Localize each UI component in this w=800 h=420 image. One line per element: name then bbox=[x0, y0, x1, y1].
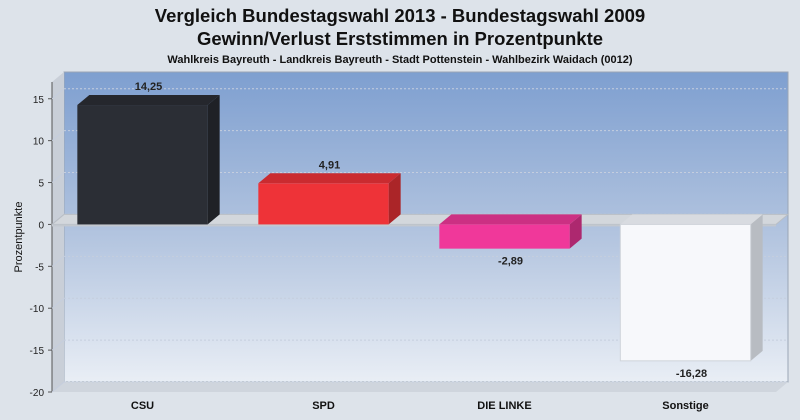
data-label: -2,89 bbox=[498, 256, 523, 268]
x-tick-label: DIE LINKE bbox=[477, 400, 531, 412]
data-label: 14,25 bbox=[135, 81, 163, 93]
data-label: -16,28 bbox=[676, 368, 707, 380]
y-tick-label: -20 bbox=[30, 388, 45, 399]
bar-top bbox=[439, 214, 582, 225]
y-tick-label: -5 bbox=[35, 262, 44, 273]
chart-title: Vergleich Bundestagswahl 2013 - Bundesta… bbox=[154, 5, 646, 26]
y-tick-label: 0 bbox=[38, 220, 44, 231]
bar-spd bbox=[258, 183, 389, 225]
x-tick-label: CSU bbox=[131, 400, 154, 412]
bar-die-linke bbox=[439, 224, 570, 249]
y-axis-label: Prozentpunkte bbox=[13, 202, 25, 273]
gridline-side bbox=[51, 88, 65, 100]
bar-csu bbox=[77, 105, 208, 225]
y-tick-label: 15 bbox=[33, 95, 45, 106]
chart-subtitle-line: Gewinn/Verlust Erststimmen in Prozentpun… bbox=[196, 28, 604, 49]
y-tick-label: 10 bbox=[33, 137, 45, 148]
zero-plane-edge bbox=[52, 224, 776, 227]
bar-side bbox=[207, 95, 220, 225]
y-tick-label: 5 bbox=[38, 179, 44, 190]
bar-top bbox=[77, 95, 220, 106]
plot-side-wall bbox=[52, 72, 64, 392]
gridline-side bbox=[51, 172, 65, 183]
y-tick-label: -15 bbox=[30, 346, 45, 357]
x-tick-label: Sonstige bbox=[662, 400, 708, 412]
x-tick-label: SPD bbox=[312, 400, 335, 412]
y-tick-label: -10 bbox=[30, 304, 45, 315]
bar-sonstige bbox=[619, 223, 752, 362]
gridline-side bbox=[51, 339, 65, 351]
bar-side bbox=[388, 173, 401, 225]
data-label: 4,91 bbox=[319, 159, 340, 171]
plot-floor bbox=[52, 382, 788, 392]
gridline-side bbox=[51, 130, 65, 142]
chart-subtitle: Wahlkreis Bayreuth - Landkreis Bayreuth … bbox=[167, 54, 633, 66]
bar-top bbox=[258, 173, 401, 184]
gridline-side bbox=[51, 381, 65, 393]
bar-side bbox=[569, 214, 582, 249]
bar-top bbox=[620, 214, 763, 225]
gridline-side bbox=[51, 255, 65, 267]
gridline-side bbox=[51, 297, 65, 309]
bar-side bbox=[750, 214, 763, 361]
